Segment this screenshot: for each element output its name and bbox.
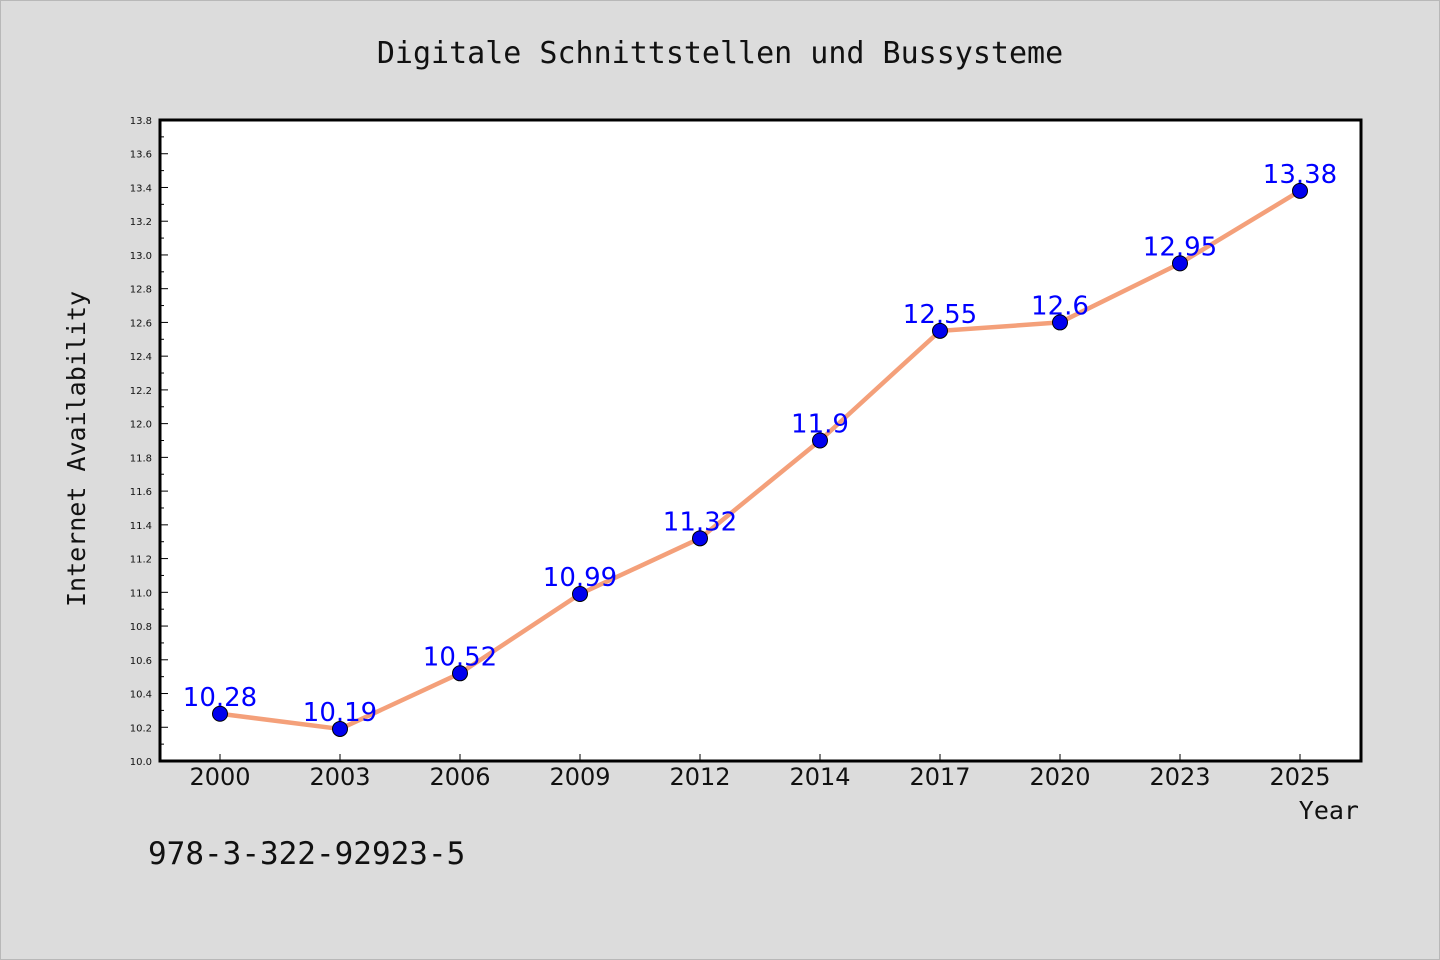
- marker-group: [212, 182, 1308, 737]
- x-tick-label: 2020: [1029, 763, 1090, 791]
- x-axis-title: Year: [1299, 796, 1359, 825]
- data-point-marker: [332, 720, 348, 737]
- y-tick-label: 12.6: [130, 318, 152, 329]
- y-tick-label: 13.0: [130, 251, 152, 262]
- y-axis-title: Internet Availability: [62, 291, 91, 607]
- y-tick-label: 12.4: [130, 352, 152, 363]
- data-point-marker: [212, 705, 228, 722]
- y-axis: 10.0 10.2 10.4 10.6 10.8 11.0 11.2 11.4 11.6 11.8…: [130, 116, 168, 768]
- series-line-group: [217, 188, 1303, 732]
- plot-area: [158, 118, 1363, 763]
- data-point-marker: [572, 586, 588, 603]
- x-tick-label: 2017: [909, 763, 970, 791]
- data-label: 12.55: [903, 300, 977, 330]
- y-tick-label: 13.8: [130, 116, 152, 127]
- y-tick-label: 12.0: [130, 420, 152, 431]
- data-point-marker: [452, 665, 468, 682]
- y-tick-label: 12.2: [130, 386, 152, 397]
- y-tick-label: 10.0: [130, 757, 152, 768]
- data-point-marker: [812, 432, 828, 449]
- x-tick-label: 2000: [189, 763, 250, 791]
- data-point-marker: [932, 322, 948, 339]
- x-tick-label: 2006: [429, 763, 490, 791]
- y-tick-label: 12.8: [130, 285, 152, 296]
- y-tick-label: 11.0: [130, 588, 152, 599]
- y-tick-label: 10.4: [130, 690, 152, 701]
- series-line: [217, 188, 1303, 732]
- data-label: 13.38: [1263, 160, 1337, 190]
- y-tick-label: 11.8: [130, 453, 152, 464]
- data-label: 12.6: [1031, 291, 1089, 321]
- footer-isbn: 978-3-322-92923-5: [148, 836, 465, 872]
- data-point-marker: [692, 530, 708, 547]
- y-tick-label: 11.4: [130, 521, 152, 532]
- chart-title: Digitale Schnittstellen und Bussysteme: [377, 36, 1063, 71]
- data-label-group: 10.28 10.19 10.52 10.99 11.32 11.9 12.55 12.6 12…: [183, 160, 1337, 728]
- y-tick-label: 10.2: [130, 723, 152, 734]
- data-label: 10.28: [183, 683, 257, 713]
- y-tick-label: 13.6: [130, 150, 152, 161]
- y-tick-label: 13.4: [130, 183, 152, 194]
- x-axis: 2000 2003 2006 2009 2012 2014 2017 2020 2023 2025: [189, 754, 1331, 791]
- data-label: 10.52: [423, 642, 497, 672]
- data-point-marker: [1172, 255, 1188, 272]
- data-point-marker: [1052, 314, 1068, 331]
- x-tick-label: 2014: [789, 763, 850, 791]
- y-tick-label: 11.2: [130, 555, 152, 566]
- data-label: 12.95: [1143, 232, 1217, 262]
- y-tick-label: 10.6: [130, 656, 152, 667]
- data-label: 10.99: [543, 563, 617, 593]
- x-tick-label: 2012: [669, 763, 730, 791]
- y-tick-label: 10.8: [130, 622, 152, 633]
- data-label: 10.19: [303, 698, 377, 728]
- y-tick-label: 13.2: [130, 217, 152, 228]
- y-tick-label: 11.6: [130, 487, 152, 498]
- data-label: 11.9: [791, 410, 849, 440]
- x-tick-label: 2023: [1149, 763, 1210, 791]
- data-label: 11.32: [663, 507, 737, 537]
- data-point-marker: [1292, 182, 1308, 199]
- x-tick-label: 2003: [309, 763, 370, 791]
- x-tick-label: 2025: [1269, 763, 1330, 791]
- x-tick-label: 2009: [549, 763, 610, 791]
